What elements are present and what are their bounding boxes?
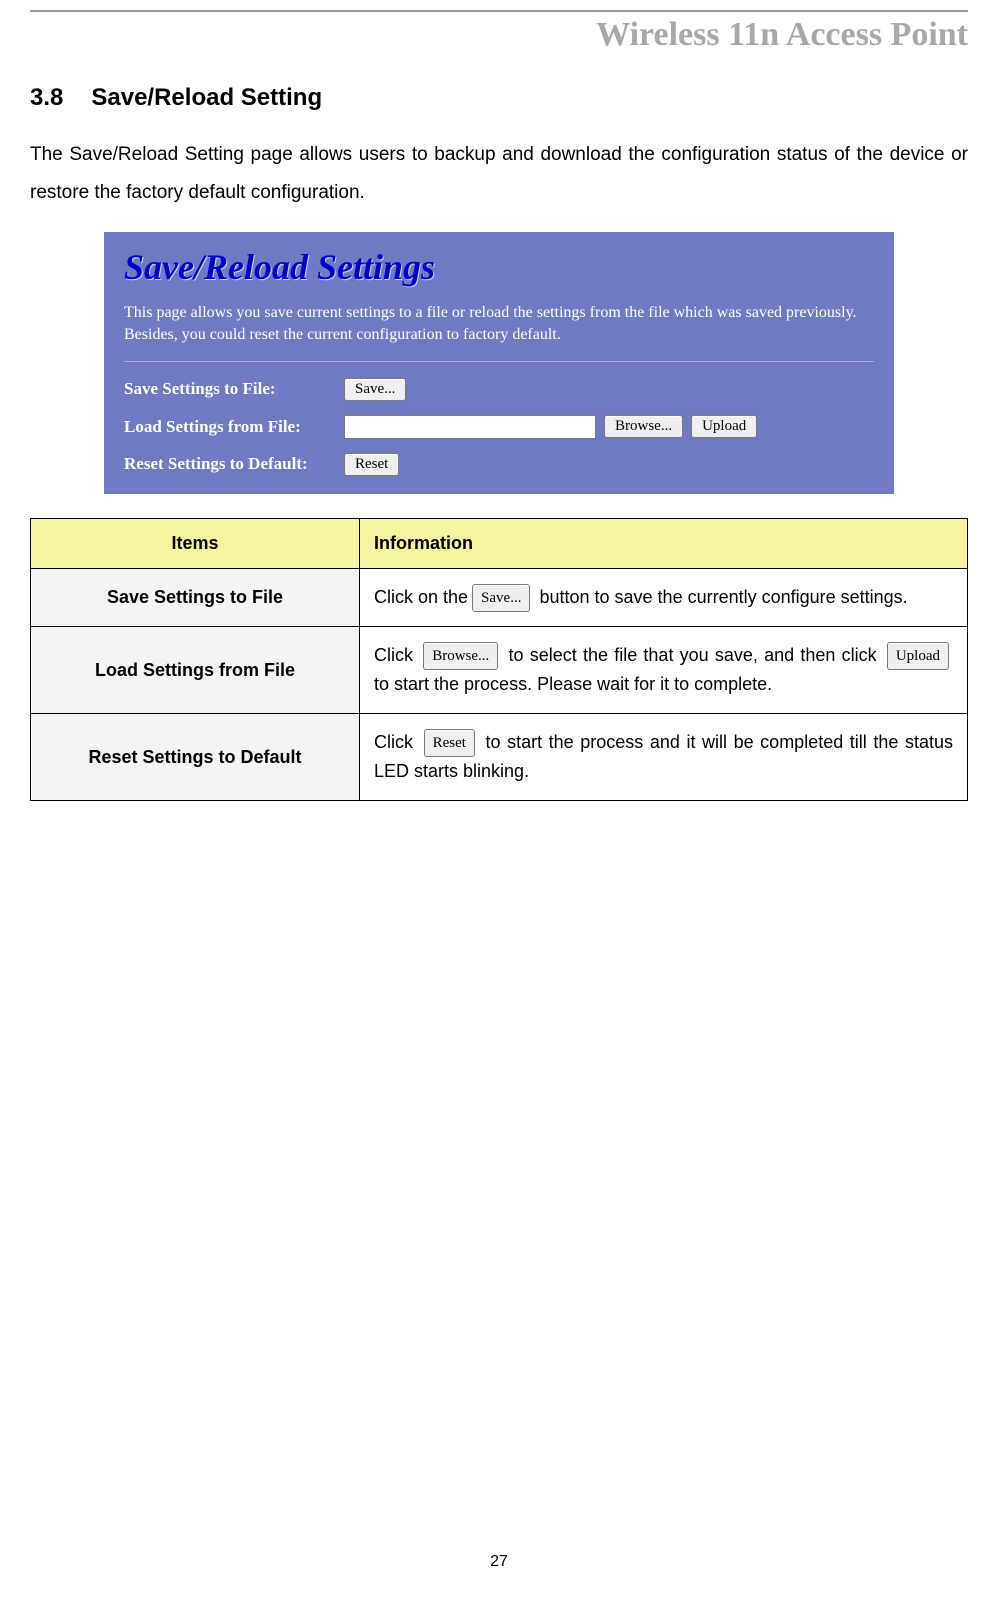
info-text: Click [374,732,420,752]
info-text: button to save the currently configure s… [534,587,907,607]
info-text: Click [374,645,419,665]
table-row: Load Settings from File Click Browse... … [31,627,968,714]
item-save-settings: Save Settings to File [31,568,360,626]
save-button[interactable]: Save... [344,378,406,401]
file-path-input[interactable] [344,415,596,439]
panel-row-reset: Reset Settings to Default: Reset [124,453,874,476]
table-header-information: Information [360,518,968,568]
section-title: Save/Reload Setting [91,84,322,111]
table-row: Save Settings to File Click on theSave..… [31,568,968,626]
page-header-title: Wireless 11n Access Point [30,16,968,54]
browse-button[interactable]: Browse... [604,415,683,438]
reset-icon-button: Reset [424,729,475,757]
upload-icon-button: Upload [887,642,949,670]
info-save-settings: Click on theSave... button to save the c… [360,568,968,626]
panel-row-save: Save Settings to File: Save... [124,378,874,401]
panel-divider [124,361,874,362]
reset-button[interactable]: Reset [344,453,399,476]
items-information-table: Items Information Save Settings to File … [30,518,968,801]
item-load-settings: Load Settings from File [31,627,360,714]
intro-paragraph: The Save/Reload Setting page allows user… [30,136,968,212]
panel-description: This page allows you save current settin… [124,302,874,347]
info-reset-settings: Click Reset to start the process and it … [360,714,968,801]
save-icon-button: Save... [472,584,530,612]
settings-panel-screenshot: Save/Reload Settings This page allows yo… [104,232,894,494]
info-text: to select the file that you save, and th… [502,645,883,665]
browse-icon-button: Browse... [423,642,498,670]
info-text: to start the process. Please wait for it… [374,674,772,694]
header-divider [30,10,968,12]
section-heading: 3.8 Save/Reload Setting [30,84,968,112]
info-text: Click on the [374,587,468,607]
reset-to-default-label: Reset Settings to Default: [124,454,344,474]
table-header-items: Items [31,518,360,568]
load-from-file-label: Load Settings from File: [124,417,344,437]
panel-title: Save/Reload Settings [124,246,874,288]
page-number: 27 [0,1553,998,1571]
info-load-settings: Click Browse... to select the file that … [360,627,968,714]
upload-button[interactable]: Upload [691,415,757,438]
panel-row-load: Load Settings from File: Browse... Uploa… [124,415,874,439]
item-reset-settings: Reset Settings to Default [31,714,360,801]
section-number: 3.8 [30,84,63,112]
save-to-file-label: Save Settings to File: [124,379,344,399]
table-row: Reset Settings to Default Click Reset to… [31,714,968,801]
